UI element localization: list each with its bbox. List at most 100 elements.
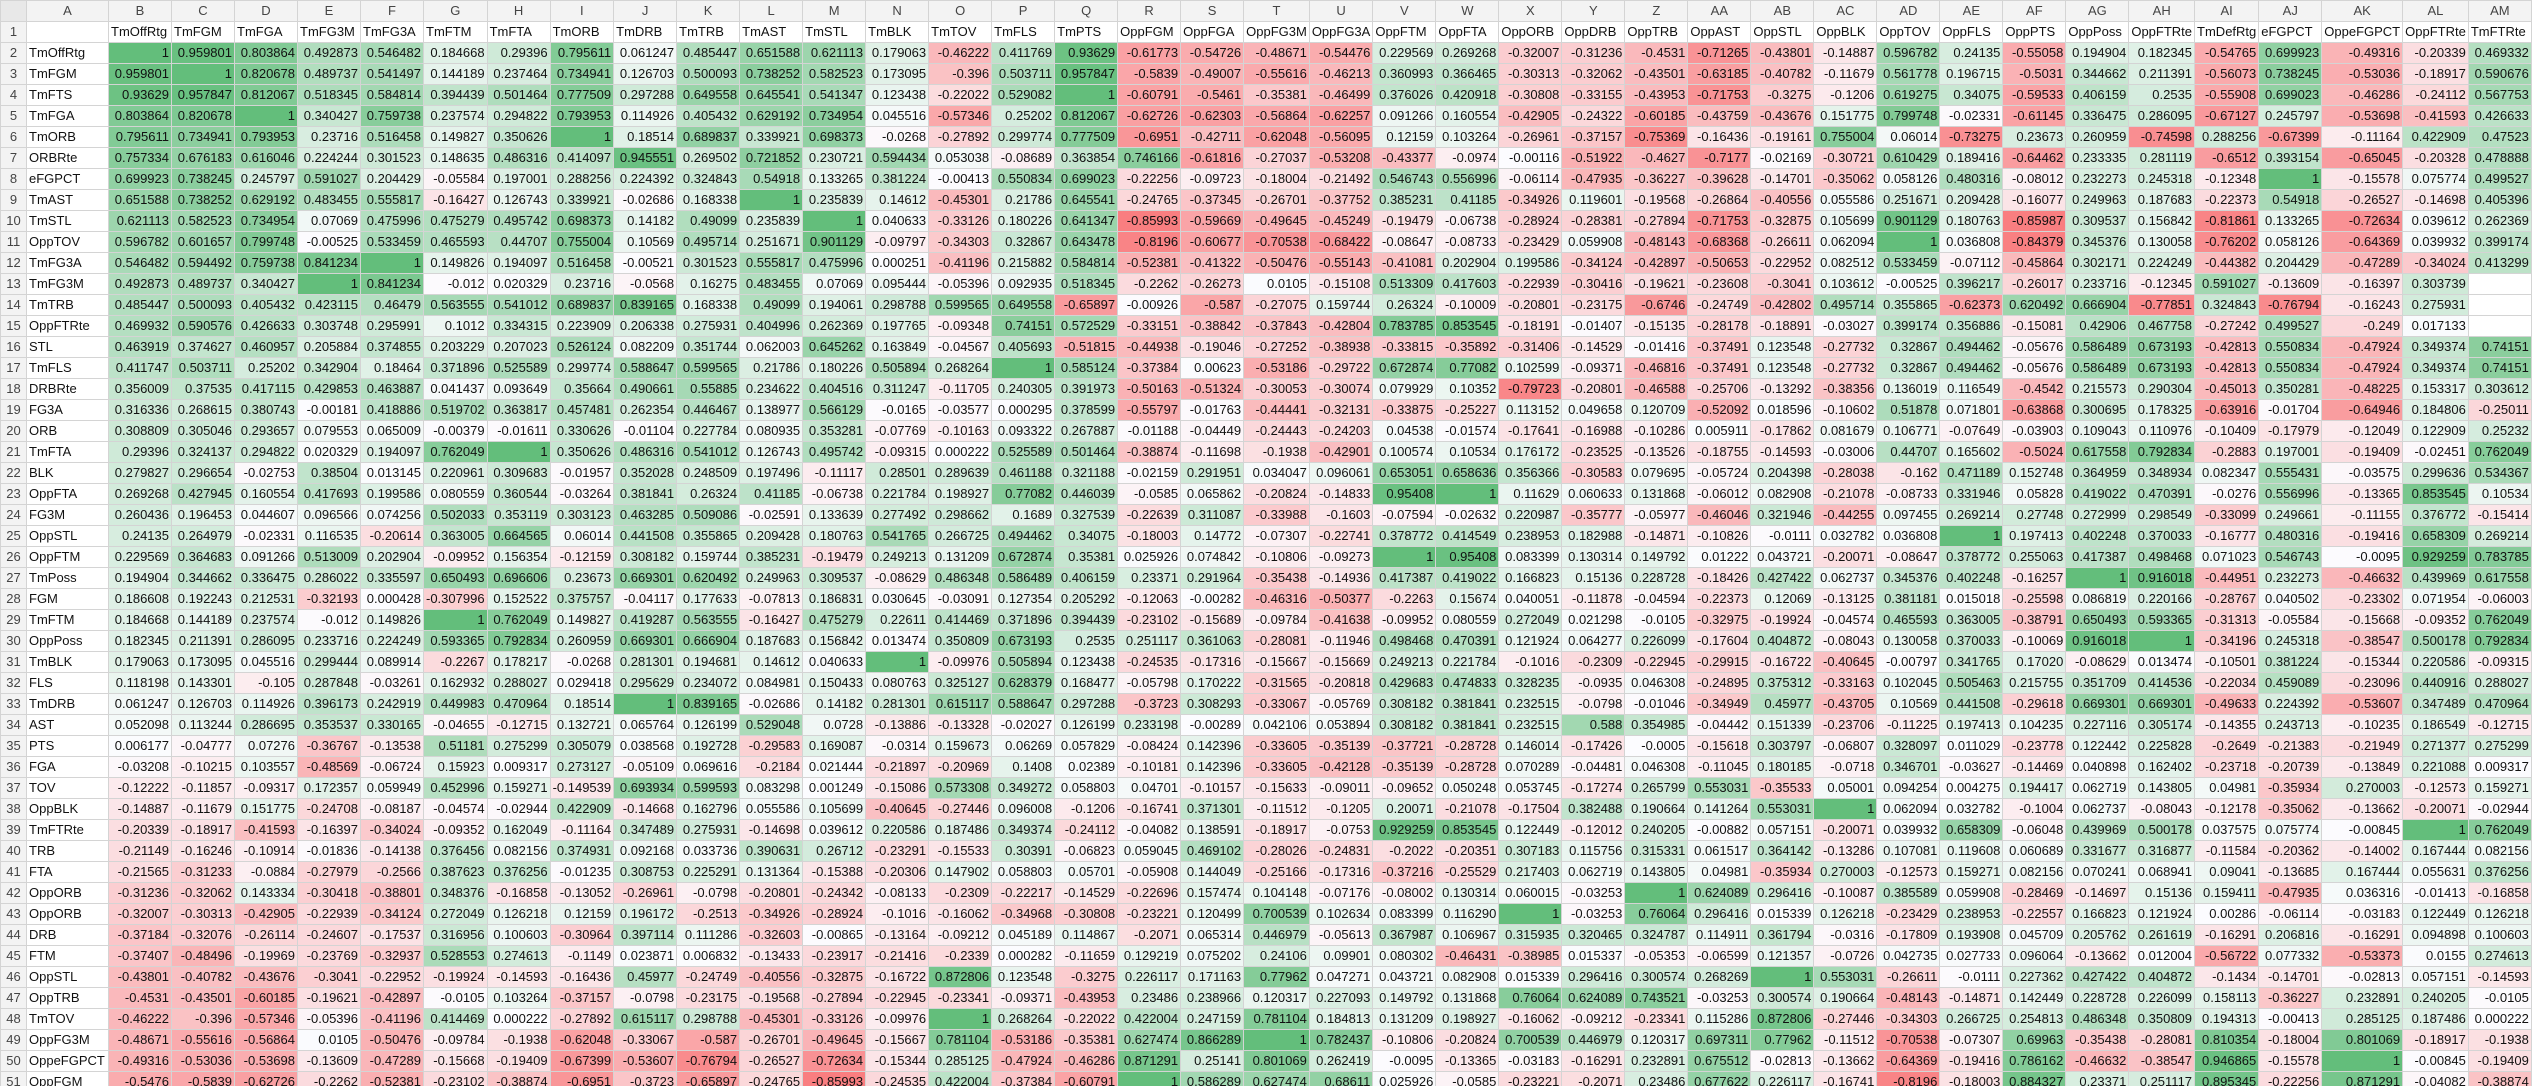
data-cell[interactable]: 0.06269 (991, 735, 1056, 757)
data-cell[interactable]: 0.190664 (1624, 798, 1689, 820)
data-cell[interactable]: 0.268269 (1687, 966, 1752, 988)
data-cell[interactable]: -0.30583 (1561, 462, 1626, 484)
header-cell[interactable]: TmSTL (802, 21, 867, 43)
data-cell[interactable]: -0.11705 (928, 378, 993, 400)
data-cell[interactable]: 0.262369 (2467, 210, 2532, 232)
data-cell[interactable]: -0.15578 (2321, 168, 2404, 190)
data-cell[interactable]: 0.341765 (1939, 651, 2004, 673)
data-cell[interactable]: 0.676183 (171, 147, 235, 169)
data-cell[interactable]: 0.220987 (1498, 504, 1563, 526)
data-cell[interactable]: 0.281301 (865, 693, 930, 715)
data-cell[interactable]: -0.49645 (1243, 210, 1310, 232)
data-cell[interactable]: 0.286095 (234, 630, 298, 652)
header-cell[interactable]: TmOffRtg (108, 21, 172, 43)
data-cell[interactable]: 0.251671 (1876, 189, 1941, 211)
header-cell[interactable]: TmFG3M (297, 21, 361, 43)
data-cell[interactable]: -0.27242 (2194, 315, 2260, 337)
data-cell[interactable]: -0.24749 (676, 966, 741, 988)
data-cell[interactable]: -0.43501 (1624, 63, 1689, 85)
data-cell[interactable]: -0.33067 (1243, 693, 1310, 715)
data-cell[interactable]: 0.344662 (2065, 63, 2130, 85)
data-cell[interactable]: 0.275299 (486, 735, 551, 757)
data-cell[interactable]: -0.29583 (739, 735, 804, 757)
data-cell[interactable]: 0.059045 (1117, 840, 1182, 862)
row-label-cell[interactable]: DRBRte (26, 378, 109, 400)
data-cell[interactable]: 0.021444 (802, 756, 867, 778)
data-cell[interactable] (2467, 315, 2532, 337)
data-cell[interactable]: -0.23102 (1117, 609, 1182, 631)
data-cell[interactable]: -0.2883 (2194, 441, 2260, 463)
data-cell[interactable]: 0.376026 (1372, 84, 1437, 106)
data-cell[interactable]: -0.12012 (1561, 819, 1626, 841)
data-cell[interactable]: -0.53186 (991, 1029, 1056, 1051)
data-cell[interactable]: -0.76794 (676, 1050, 741, 1072)
data-cell[interactable]: -0.45301 (928, 189, 993, 211)
data-cell[interactable]: -0.13526 (1624, 441, 1689, 463)
data-cell[interactable]: 0.41185 (739, 483, 804, 505)
data-cell[interactable]: 0.15136 (1561, 567, 1626, 589)
data-cell[interactable]: 0.281119 (2128, 147, 2196, 169)
data-cell[interactable]: 0.1689 (991, 504, 1056, 526)
data-cell[interactable]: 0.297288 (1054, 693, 1119, 715)
data-cell[interactable]: -0.42804 (1308, 315, 1374, 337)
data-cell[interactable]: 0.00623 (1180, 357, 1245, 379)
data-cell[interactable]: -0.28038 (1813, 462, 1878, 484)
data-cell[interactable]: -0.09976 (928, 651, 993, 673)
data-cell[interactable]: -0.34303 (928, 231, 993, 253)
data-cell[interactable]: -0.61145 (2002, 105, 2067, 127)
data-cell[interactable]: 0.901129 (1876, 210, 1941, 232)
data-cell[interactable]: 0.664565 (486, 525, 551, 547)
data-cell[interactable]: 0.171163 (1180, 966, 1245, 988)
data-cell[interactable]: -0.5031 (2002, 63, 2067, 85)
data-cell[interactable]: 0.211391 (2128, 63, 2196, 85)
data-cell[interactable]: 0.255063 (2002, 546, 2067, 568)
data-cell[interactable]: -0.34926 (1498, 189, 1563, 211)
row-label-cell[interactable]: TmFTM (26, 609, 109, 631)
row-label-cell[interactable]: TmBLK (26, 651, 109, 673)
data-cell[interactable]: 0.266725 (928, 525, 993, 547)
data-cell[interactable]: 0.699023 (1054, 168, 1119, 190)
data-cell[interactable]: 0.469932 (108, 315, 172, 337)
data-cell[interactable]: -0.38938 (1308, 336, 1374, 358)
data-cell[interactable]: 0.28501 (865, 462, 930, 484)
data-cell[interactable]: 0.32867 (1876, 357, 1941, 379)
data-cell[interactable]: 0.142396 (1180, 735, 1245, 757)
data-cell[interactable]: 0.249963 (2065, 189, 2130, 211)
data-cell[interactable]: 0.308293 (1180, 693, 1245, 715)
data-cell[interactable]: 0.217403 (1498, 861, 1563, 883)
data-cell[interactable]: -0.08424 (1117, 735, 1182, 757)
data-cell[interactable]: 0.465593 (1876, 609, 1941, 631)
data-cell[interactable]: 0.142396 (1180, 756, 1245, 778)
data-cell[interactable]: -0.0585 (1117, 483, 1182, 505)
data-cell[interactable]: 0.429683 (1372, 672, 1437, 694)
data-cell[interactable]: -0.23429 (1498, 231, 1563, 253)
data-cell[interactable]: 0.553031 (1687, 777, 1752, 799)
data-cell[interactable]: -0.45301 (739, 1008, 804, 1030)
data-cell[interactable]: 0.302171 (2065, 252, 2130, 274)
data-cell[interactable]: 0.311087 (1180, 504, 1245, 526)
data-cell[interactable]: -0.72634 (2321, 210, 2404, 232)
data-cell[interactable]: -0.59669 (1180, 210, 1245, 232)
data-cell[interactable]: 0.762049 (2467, 819, 2532, 841)
data-cell[interactable]: 0.449983 (423, 693, 488, 715)
data-cell[interactable]: 0.762049 (423, 441, 488, 463)
data-cell[interactable]: 0.234072 (676, 672, 741, 694)
data-cell[interactable]: 0.116549 (1939, 378, 2004, 400)
data-cell[interactable]: 0.335597 (360, 567, 424, 589)
data-cell[interactable]: -0.20339 (2402, 42, 2469, 64)
data-cell[interactable]: 0.057151 (2402, 966, 2469, 988)
data-cell[interactable]: 0.734941 (549, 63, 615, 85)
data-cell[interactable]: 0.285125 (2321, 1008, 2404, 1030)
data-cell[interactable]: 0.525589 (486, 357, 551, 379)
data-cell[interactable]: 0.013474 (865, 630, 930, 652)
data-cell[interactable]: -0.30313 (171, 903, 235, 925)
data-cell[interactable]: -0.48496 (171, 945, 235, 967)
data-cell[interactable]: 0.24106 (1243, 945, 1310, 967)
data-cell[interactable]: -0.62303 (1180, 105, 1245, 127)
data-cell[interactable]: -0.05109 (613, 756, 678, 778)
data-cell[interactable]: -0.20801 (739, 882, 804, 904)
data-cell[interactable]: -0.67399 (2258, 126, 2323, 148)
header-cell[interactable]: OppPoss (2065, 21, 2130, 43)
data-cell[interactable]: 0.075202 (1180, 945, 1245, 967)
data-cell[interactable]: -0.48143 (1876, 987, 1941, 1009)
